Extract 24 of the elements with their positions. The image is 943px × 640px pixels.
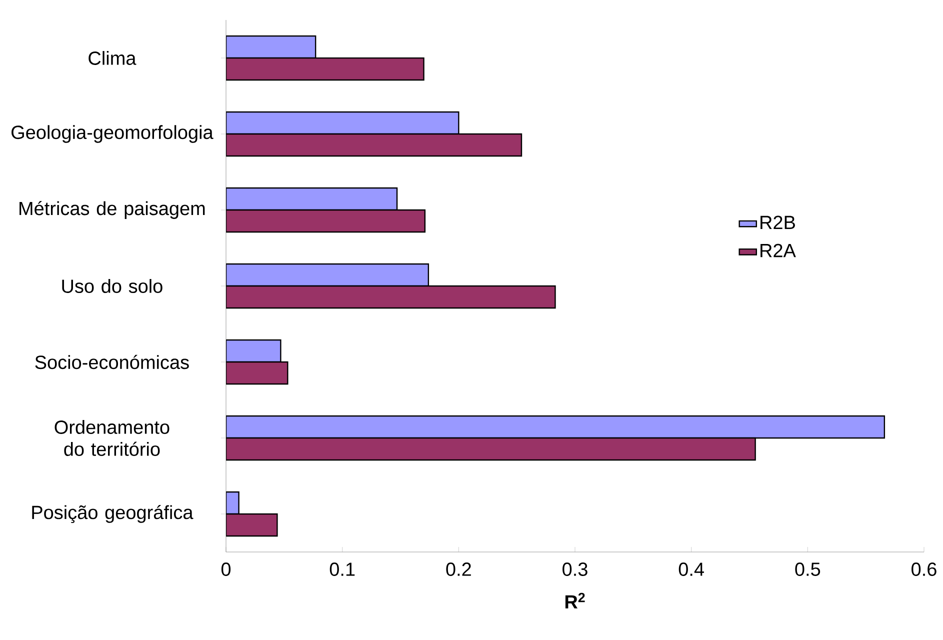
x-tick-label: 0.3	[562, 562, 588, 576]
bar	[226, 437, 756, 461]
y-tick-label: Clima	[88, 51, 136, 65]
x-tick-label: 0.5	[795, 562, 820, 576]
bar	[226, 513, 278, 537]
y-tick-label: Posição geográfica	[32, 504, 194, 523]
y-tick-label: Geologia-geomorfologia	[12, 125, 214, 143]
x-axis-title: R$^{2}$	[565, 592, 585, 608]
x-tick-label: 0.6	[912, 562, 936, 576]
x-tick-label: 0.1	[330, 562, 355, 576]
bar	[226, 57, 424, 81]
bar	[226, 361, 288, 385]
y-tick-label: Uso do solo	[62, 279, 162, 293]
x-tick-label: 0.4	[678, 562, 704, 576]
y-tick-label: Socio-económicas	[35, 354, 189, 370]
x-tick-label: 0.2	[446, 562, 471, 576]
bar	[226, 209, 426, 233]
y-tick-label: Ordenamento do território	[54, 420, 170, 456]
bar	[226, 133, 522, 157]
legend-label: R2A	[760, 244, 796, 258]
y-tick-label: Métricas de paisagem	[20, 201, 205, 219]
legend-label: R2B	[760, 216, 795, 229]
bar	[226, 285, 556, 309]
x-tick-label: 0	[221, 562, 231, 576]
